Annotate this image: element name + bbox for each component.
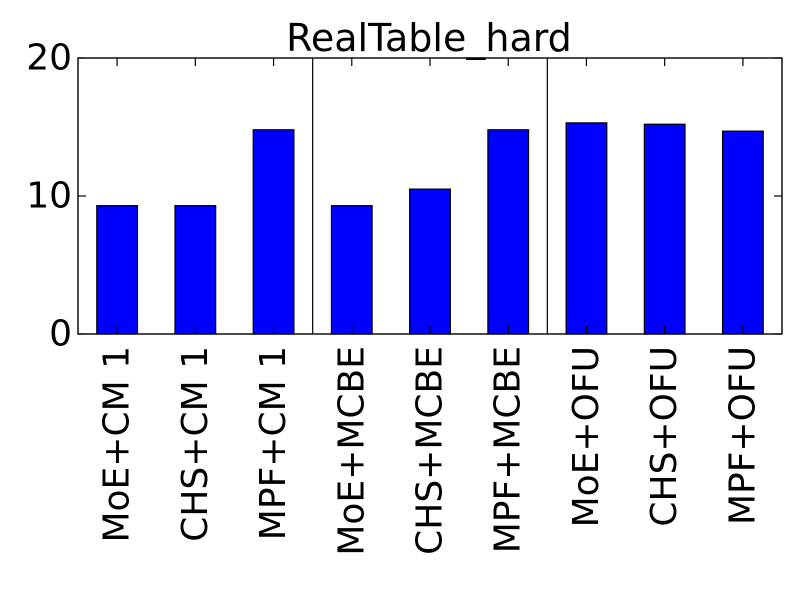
bars-layer [96, 122, 764, 335]
x-tick-label: CHS+MCBE [410, 346, 451, 555]
bar-5 [409, 188, 451, 335]
x-tick-label: CHS+OFU [644, 346, 685, 527]
y-tick-label: 0 [49, 314, 72, 355]
x-tick-label: MoE+CM 1 [97, 346, 138, 543]
x-axis-ticks: MoE+CM 1 CHS+CM 1 MPF+CM 1 MoE+MCBE CHS+MCBE… [97, 58, 763, 556]
x-tick-label: CHS+CM 1 [175, 346, 216, 542]
x-tick-label: MPF+MCBE [488, 346, 529, 553]
bar-8 [643, 123, 686, 335]
y-tick-label: 10 [26, 176, 72, 217]
bar-9 [721, 130, 764, 335]
bar-7 [565, 122, 608, 335]
bar-4 [330, 205, 373, 335]
bar-1 [96, 205, 139, 335]
x-tick-label: MoE+MCBE [331, 346, 372, 556]
y-tick-label: 20 [26, 38, 72, 79]
bar-6 [487, 129, 530, 335]
bar-2 [174, 205, 217, 335]
x-tick-label: MPF+OFU [722, 346, 763, 525]
x-tick-label: MPF+CM 1 [253, 346, 294, 540]
x-tick-label: MoE+OFU [566, 346, 607, 527]
plot-frame [77, 57, 783, 335]
group-dividers [312, 58, 548, 334]
chart-title: RealTable_hard [286, 16, 572, 60]
bar-3 [252, 129, 295, 335]
